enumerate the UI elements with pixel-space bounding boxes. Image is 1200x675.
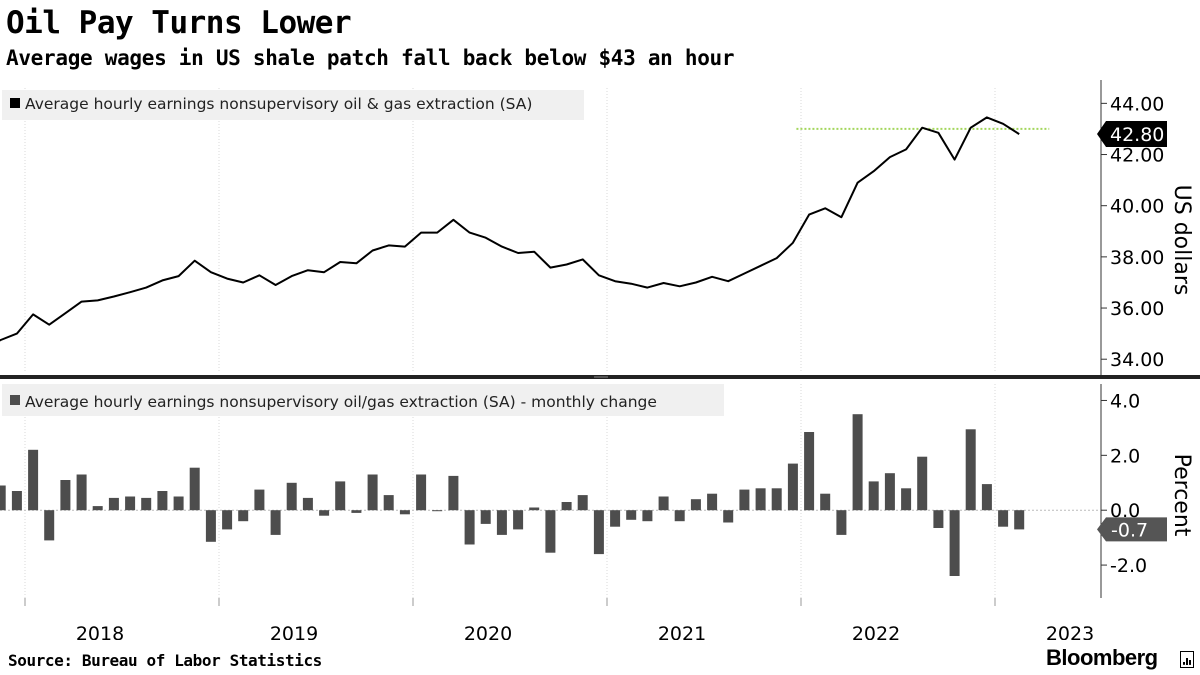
monthly-change-bar	[1014, 510, 1025, 530]
monthly-change-bar	[238, 510, 249, 522]
chart-canvas: 2018 2019 2020 2021 2022 2023 Average hourly e…	[0, 80, 1200, 640]
monthly-change-bar	[674, 510, 685, 522]
bar-last-value-label: -0.7	[1111, 519, 1148, 541]
x-tick-label-2019: 2019	[270, 623, 318, 640]
monthly-change-bar	[302, 497, 313, 511]
x-tick-label-2023: 2023	[1046, 623, 1094, 640]
monthly-change-bar	[513, 510, 524, 530]
monthly-change-bar	[286, 482, 297, 511]
bottom-y-tick-label: 2.0	[1110, 445, 1140, 467]
monthly-change-bar	[852, 414, 863, 511]
top-y-tick-label: 36.00	[1110, 298, 1164, 320]
monthly-change-bar	[480, 510, 491, 524]
bottom-legend-box	[2, 384, 724, 416]
monthly-change-bar	[998, 510, 1009, 527]
monthly-change-bar	[868, 481, 879, 511]
monthly-change-bar	[804, 432, 815, 511]
monthly-change-bar	[28, 449, 39, 511]
monthly-change-bar	[496, 510, 507, 535]
x-tick-label-2021: 2021	[658, 623, 706, 640]
last-value-callout	[1097, 121, 1167, 148]
monthly-change-bar	[901, 488, 912, 511]
monthly-change-bar	[205, 510, 216, 542]
x-tick-label-2022: 2022	[852, 623, 900, 640]
bottom-legend-swatch	[10, 395, 20, 405]
monthly-change-bar	[367, 474, 378, 511]
x-tick-label-2018: 2018	[76, 623, 124, 640]
bloomberg-logo: Bloomberg	[1046, 645, 1158, 670]
monthly-change-bar	[917, 456, 928, 511]
monthly-change-bar	[270, 510, 281, 535]
monthly-change-bar	[981, 484, 992, 511]
bottom-legend-label: Average hourly earnings nonsupervisory o…	[25, 393, 657, 411]
monthly-change-bar	[529, 507, 540, 511]
monthly-change-bar	[173, 496, 184, 511]
monthly-change-bar	[836, 510, 847, 535]
monthly-change-bar	[448, 475, 459, 511]
monthly-change-bar	[626, 510, 637, 520]
monthly-change-bar	[76, 474, 87, 511]
monthly-change-bar	[593, 510, 604, 555]
monthly-change-bar	[755, 488, 766, 511]
monthly-change-bar	[723, 510, 734, 523]
chart-title: Oil Pay Turns Lower	[6, 5, 352, 41]
source-note: Source: Bureau of Labor Statistics	[8, 651, 322, 670]
monthly-change-bar	[561, 502, 572, 511]
top-legend-swatch	[10, 98, 20, 108]
monthly-change-bar	[108, 497, 119, 511]
monthly-change-bar	[399, 510, 410, 515]
monthly-change-bar	[464, 510, 475, 545]
monthly-change-bar	[933, 510, 944, 528]
monthly-change-bar	[141, 497, 152, 511]
monthly-change-bar	[787, 463, 798, 511]
earnings-line	[0, 116, 1020, 342]
monthly-change-bar	[610, 510, 621, 527]
monthly-change-bar	[739, 489, 750, 511]
monthly-change-bar	[44, 510, 55, 541]
monthly-change-bar	[351, 510, 362, 513]
monthly-change-bar	[707, 493, 718, 511]
monthly-change-bar	[222, 510, 233, 530]
monthly-change-bar	[11, 491, 22, 511]
monthly-change-bar	[884, 473, 895, 511]
monthly-change-bar	[319, 510, 330, 516]
top-y-tick-label: 42.00	[1110, 145, 1164, 167]
top-legend-label: Average hourly earnings nonsupervisory o…	[25, 95, 532, 113]
top-y-tick-label: 44.00	[1110, 93, 1164, 115]
monthly-change-bar	[432, 510, 443, 512]
monthly-change-bar	[335, 481, 346, 511]
terminal-icon	[1180, 651, 1194, 668]
monthly-change-bar	[0, 485, 6, 511]
monthly-change-bar	[157, 491, 168, 511]
monthly-change-bar	[690, 499, 701, 511]
last-value-label: 42.80	[1110, 124, 1164, 146]
top-y-tick-label: 34.00	[1110, 349, 1164, 371]
bottom-y-axis-title: Percent	[1169, 454, 1194, 537]
bar-last-value-callout	[1097, 517, 1167, 542]
top-legend-box	[2, 90, 584, 120]
monthly-change-bar	[771, 488, 782, 511]
monthly-change-bar	[189, 467, 200, 511]
top-y-tick-label: 38.00	[1110, 247, 1164, 269]
monthly-change-bar	[125, 496, 136, 511]
x-tick-label-2020: 2020	[464, 623, 512, 640]
monthly-change-bar	[383, 495, 394, 511]
top-y-tick-label: 40.00	[1110, 196, 1164, 218]
monthly-change-bar	[92, 506, 103, 511]
monthly-change-bar	[577, 495, 588, 511]
monthly-change-bar	[416, 474, 427, 511]
monthly-change-bar	[965, 429, 976, 511]
monthly-change-bar	[254, 489, 265, 511]
monthly-change-bar	[949, 510, 960, 576]
bottom-y-tick-label: 4.0	[1110, 390, 1140, 412]
monthly-change-bar	[658, 496, 669, 511]
monthly-change-bar	[642, 510, 653, 522]
top-y-axis-title: US dollars	[1169, 185, 1194, 296]
bottom-y-tick-label: 0.0	[1110, 500, 1140, 522]
monthly-change-bar	[820, 493, 831, 511]
monthly-change-bar	[545, 510, 556, 553]
chart-subtitle: Average wages in US shale patch fall bac…	[6, 46, 735, 70]
bottom-y-tick-label: -2.0	[1110, 555, 1147, 577]
monthly-change-bar	[60, 480, 71, 511]
